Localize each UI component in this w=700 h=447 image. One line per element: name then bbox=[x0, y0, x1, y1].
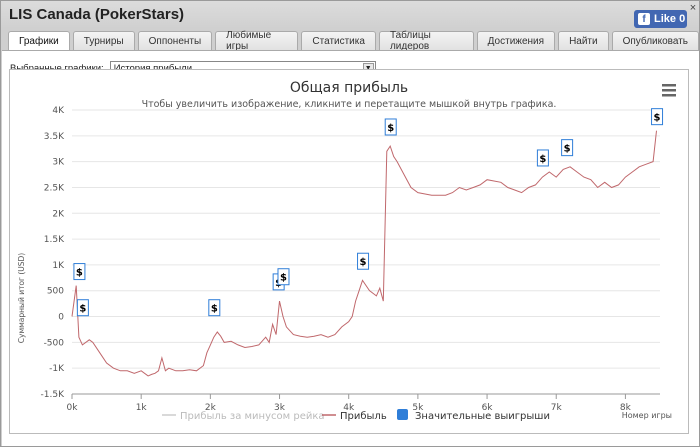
y-tick-label: -1K bbox=[49, 364, 65, 374]
close-icon[interactable]: × bbox=[688, 3, 698, 13]
window-title: LIS Canada (PokerStars) bbox=[9, 6, 184, 23]
x-tick-label: 8k bbox=[620, 403, 632, 413]
y-tick-label: 2.5K bbox=[44, 183, 65, 193]
tab-statistics[interactable]: Статистика bbox=[301, 31, 376, 50]
tab-publish[interactable]: Опубликовать bbox=[612, 31, 699, 50]
big-win-marker[interactable]: $ bbox=[652, 109, 663, 125]
legend-item[interactable]: Прибыль bbox=[322, 411, 387, 422]
y-tick-label: 0 bbox=[58, 313, 64, 323]
legend-item[interactable]: Прибыль за минусом рейка bbox=[162, 411, 325, 422]
legend-label: Прибыль bbox=[340, 411, 387, 422]
legend-label: Прибыль за минусом рейка bbox=[180, 411, 325, 422]
big-win-marker-label: $ bbox=[387, 123, 394, 134]
y-tick-label: 1K bbox=[52, 261, 65, 271]
y-tick-label: -500 bbox=[44, 338, 65, 348]
y-tick-label: 500 bbox=[47, 287, 64, 297]
like-label: Like 0 bbox=[654, 13, 685, 25]
tab-favorite-games[interactable]: Любимые игры bbox=[215, 31, 298, 50]
facebook-icon: f bbox=[638, 13, 650, 25]
big-win-marker-label: $ bbox=[280, 273, 287, 284]
y-tick-label: 3K bbox=[52, 158, 65, 168]
big-win-marker-label: $ bbox=[76, 268, 83, 279]
title-bar: LIS Canada (PokerStars) f Like 0 × bbox=[1, 1, 699, 29]
big-win-marker[interactable]: $ bbox=[77, 300, 88, 316]
x-tick-label: 1k bbox=[136, 403, 148, 413]
big-win-marker-label: $ bbox=[564, 144, 571, 155]
tab-achievements[interactable]: Достижения bbox=[477, 31, 555, 50]
big-win-marker[interactable]: $ bbox=[537, 150, 548, 166]
big-win-marker-label: $ bbox=[211, 304, 218, 315]
x-tick-label: 7k bbox=[551, 403, 563, 413]
menu-icon[interactable] bbox=[662, 84, 676, 97]
big-win-marker-label: $ bbox=[654, 113, 661, 124]
tab-bar: Графики Турниры Оппоненты Любимые игры С… bbox=[8, 31, 699, 50]
tab-search[interactable]: Найти bbox=[558, 31, 609, 50]
profit-chart-frame[interactable]: Общая прибыль Чтобы увеличить изображени… bbox=[9, 69, 689, 434]
profit-chart[interactable]: Общая прибыль Чтобы увеличить изображени… bbox=[10, 70, 688, 433]
big-win-marker[interactable]: $ bbox=[209, 300, 220, 316]
big-win-marker[interactable]: $ bbox=[562, 140, 573, 156]
y-tick-label: 2K bbox=[52, 209, 65, 219]
y-tick-label: 1.5K bbox=[44, 235, 65, 245]
big-win-marker[interactable]: $ bbox=[385, 119, 396, 135]
chart-legend: Прибыль за минусом рейка Прибыль Значитель… bbox=[162, 409, 550, 422]
y-tick-label: 3.5K bbox=[44, 132, 65, 142]
tab-opponents[interactable]: Оппоненты bbox=[138, 31, 213, 50]
tab-leaderboards[interactable]: Таблицы лидеров bbox=[379, 31, 474, 50]
chart-subtitle: Чтобы увеличить изображение, кликните и … bbox=[142, 99, 557, 110]
chart-title: Общая прибыль bbox=[290, 80, 408, 96]
y-tick-label: -1.5K bbox=[41, 390, 66, 400]
legend-item[interactable]: Значительные выигрыши bbox=[397, 409, 550, 422]
tab-graphs[interactable]: Графики bbox=[8, 31, 70, 50]
big-win-marker-label: $ bbox=[79, 304, 86, 315]
x-tick-label: 0k bbox=[67, 403, 79, 413]
big-win-marker-label: $ bbox=[360, 257, 367, 268]
big-win-marker-label: $ bbox=[539, 154, 546, 165]
facebook-like-button[interactable]: f Like 0 bbox=[634, 10, 687, 28]
tab-tournaments[interactable]: Турниры bbox=[73, 31, 135, 50]
big-win-marker[interactable]: $ bbox=[278, 269, 289, 285]
y-axis-label: Суммарный итог (USD) bbox=[17, 253, 26, 344]
big-win-marker[interactable]: $ bbox=[358, 253, 369, 269]
legend-label: Значительные выигрыши bbox=[415, 411, 550, 422]
big-win-marker[interactable]: $ bbox=[74, 264, 85, 280]
y-tick-label: 4K bbox=[52, 106, 65, 116]
